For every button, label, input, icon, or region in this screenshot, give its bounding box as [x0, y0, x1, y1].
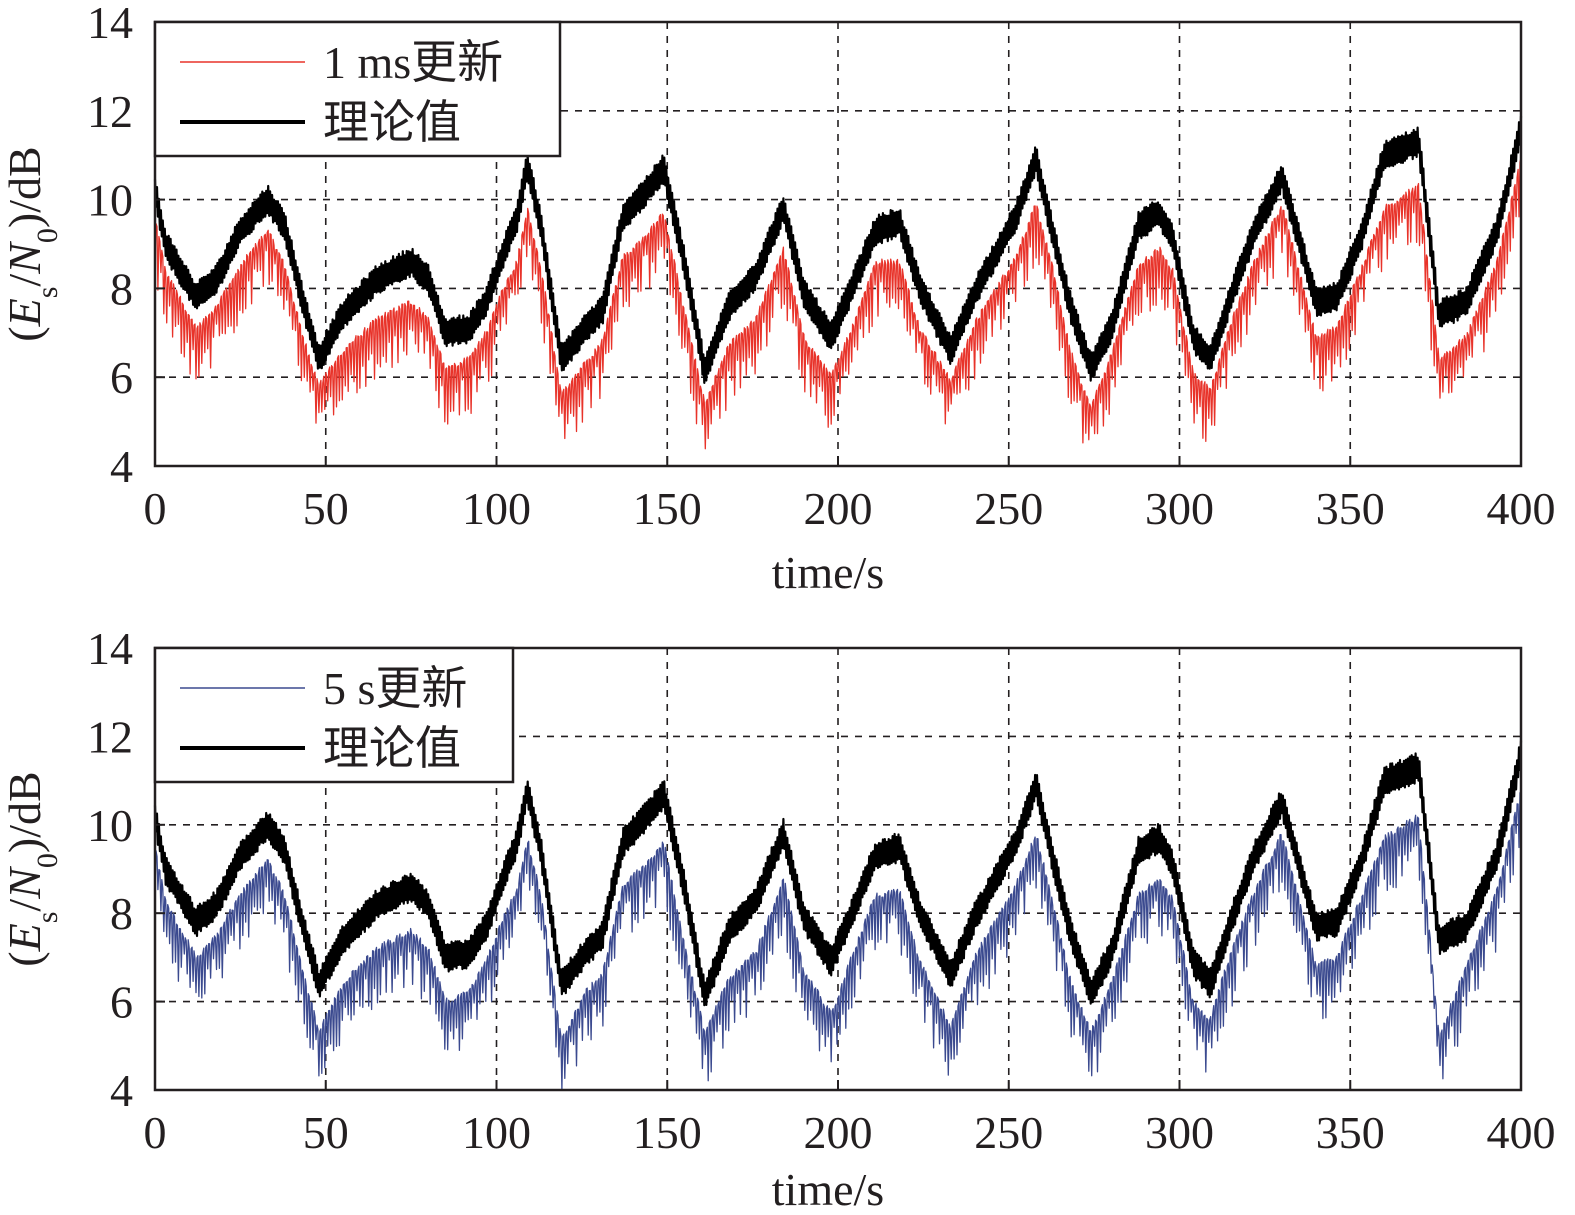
legend-label: 理论值	[323, 723, 461, 774]
legend-label: 5 s更新	[323, 663, 467, 714]
y-tick-label: 4	[110, 1065, 133, 1116]
chart-panel-2: 0 50 100 150 200 250 300 350 400 4 6 8 10 12 14 time/s (…	[0, 623, 1556, 1215]
x-tick-label: 300	[1145, 1107, 1214, 1158]
y-tick-label: 4	[110, 441, 133, 492]
x-tick-label: 350	[1316, 1107, 1385, 1158]
y-axis-title: (Es/N0)/dB	[0, 146, 64, 341]
x-tick-label: 400	[1487, 483, 1556, 534]
theory-series-line	[153, 116, 1523, 384]
y-tick-label: 10	[87, 175, 133, 226]
y-tick-label: 12	[87, 711, 133, 762]
x-tick-label: 100	[462, 483, 531, 534]
x-tick-label: 350	[1316, 483, 1385, 534]
x-tick-label: 50	[303, 1107, 349, 1158]
x-tick-label: 250	[974, 1107, 1043, 1158]
x-tick-label: 0	[144, 483, 167, 534]
y-tick-label: 6	[110, 977, 133, 1028]
y-tick-label: 8	[110, 263, 133, 314]
x-tick-label: 300	[1145, 483, 1214, 534]
legend-label: 理论值	[323, 97, 461, 148]
y-tick-label: 10	[87, 800, 133, 851]
y-tick-label: 14	[87, 0, 133, 48]
x-tick-label: 150	[633, 483, 702, 534]
update-series-line	[154, 157, 1522, 450]
y-tick-label: 8	[110, 888, 133, 939]
theory-series-line	[153, 740, 1523, 1007]
legend-box	[153, 20, 562, 158]
y-tick-label: 6	[110, 352, 133, 403]
y-axis-title: (Es/N0)/dB	[0, 771, 64, 966]
x-tick-label: 50	[303, 483, 349, 534]
x-axis-title: time/s	[772, 1164, 884, 1210]
legend-label: 1 ms更新	[323, 37, 503, 88]
update-series-line	[154, 791, 1522, 1091]
x-axis-title: time/s	[772, 547, 884, 598]
x-tick-label: 400	[1487, 1107, 1556, 1158]
y-tick-label: 12	[87, 86, 133, 137]
chart-panel-1: 0 50 100 150 200 250 300 350 400 4 6 8 10 12 14 time/s (…	[0, 0, 1556, 598]
x-tick-label: 100	[462, 1107, 531, 1158]
x-tick-label: 200	[804, 1107, 873, 1158]
x-tick-label: 250	[974, 483, 1043, 534]
x-tick-label: 150	[633, 1107, 702, 1158]
y-tick-label: 14	[87, 623, 133, 674]
x-tick-label: 0	[144, 1107, 167, 1158]
x-tick-label: 200	[804, 483, 873, 534]
legend-box	[153, 646, 515, 784]
